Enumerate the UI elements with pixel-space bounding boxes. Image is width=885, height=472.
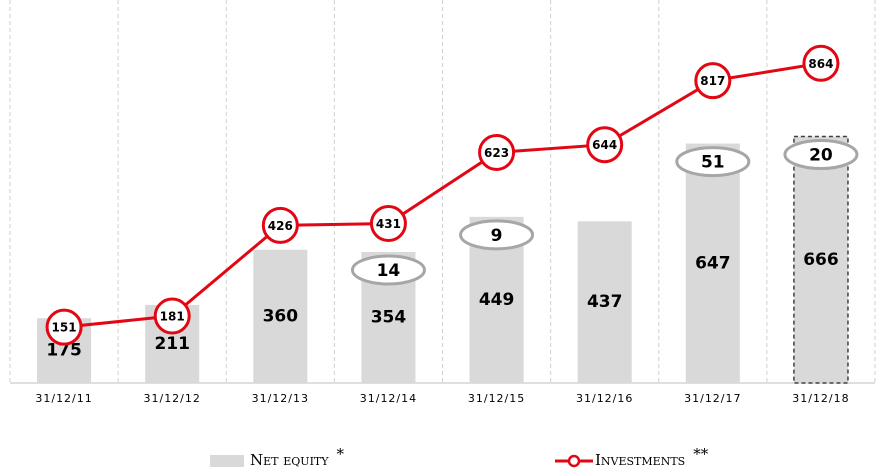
x-tick-label: 31/12/11 <box>35 392 92 405</box>
line-marker <box>478 133 516 171</box>
line-label: 817 <box>700 74 725 88</box>
line-marker <box>586 126 624 164</box>
bubble <box>675 146 751 178</box>
legend-label: Investments <box>595 451 685 469</box>
x-tick-label: 31/12/14 <box>360 392 417 405</box>
bar-label: 360 <box>263 306 299 326</box>
line-label: 181 <box>160 310 185 324</box>
line-label: 431 <box>376 217 401 231</box>
bubble-label: 20 <box>809 146 833 166</box>
bubble-label: 51 <box>701 153 725 173</box>
legend-swatch <box>210 455 244 467</box>
line-label: 426 <box>268 219 293 233</box>
line-label: 623 <box>484 146 509 160</box>
x-tick-label: 31/12/16 <box>576 392 633 405</box>
x-tick-label: 31/12/15 <box>468 392 525 405</box>
line-label: 151 <box>52 321 77 335</box>
line-label: 644 <box>592 138 617 152</box>
bubble <box>459 219 535 251</box>
x-tick-label: 31/12/18 <box>792 392 849 405</box>
bar-label: 449 <box>479 290 515 310</box>
bar <box>793 135 849 384</box>
line-marker <box>369 205 407 243</box>
bar-label: 211 <box>154 334 190 354</box>
line-marker <box>45 308 83 346</box>
bubble-label: 9 <box>491 226 503 246</box>
legend-swatch <box>567 454 581 468</box>
bar-label: 354 <box>371 308 407 328</box>
legend-note: * <box>337 445 345 463</box>
line-marker <box>261 206 299 244</box>
bar-label: 437 <box>587 292 623 312</box>
x-tick-label: 31/12/17 <box>684 392 741 405</box>
bar <box>253 249 308 383</box>
legend-label: Net equity <box>250 451 329 469</box>
bar <box>685 143 740 383</box>
bar-label: 175 <box>46 341 82 361</box>
line-marker <box>153 297 191 335</box>
bubble <box>350 254 426 286</box>
line <box>63 61 822 329</box>
bar-label: 647 <box>695 253 731 273</box>
legend-note: ** <box>693 445 709 463</box>
bar-label: 666 <box>803 250 839 270</box>
x-tick-label: 31/12/12 <box>143 392 200 405</box>
line-label: 864 <box>808 57 833 71</box>
line-marker <box>802 44 840 82</box>
bubble-label: 14 <box>377 261 401 281</box>
bubble <box>783 139 859 171</box>
x-tick-label: 31/12/13 <box>252 392 309 405</box>
bar <box>577 221 632 383</box>
line-marker <box>694 62 732 100</box>
